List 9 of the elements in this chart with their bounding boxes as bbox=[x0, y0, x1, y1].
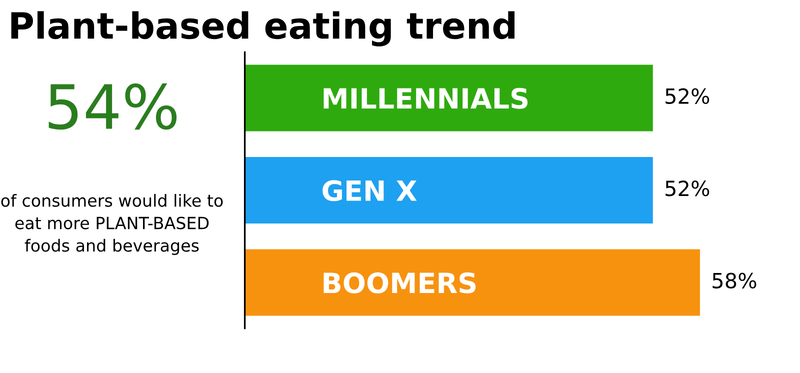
y-tick-label: BOOMERS bbox=[324, 272, 476, 294]
data-label: 52% bbox=[666, 180, 710, 196]
y-tick-label: MILLENNIALS bbox=[324, 88, 528, 109]
data-label: 52% bbox=[666, 88, 710, 104]
text: 54% bbox=[48, 83, 177, 130]
data-label: 58% bbox=[712, 272, 756, 289]
y-tick-label: GEN X bbox=[322, 180, 417, 202]
chart-title: Plant-based eating trend bbox=[11, 11, 515, 46]
text: of consumers would like to eat more PLANT-BASED foods and beverages bbox=[1, 194, 223, 256]
